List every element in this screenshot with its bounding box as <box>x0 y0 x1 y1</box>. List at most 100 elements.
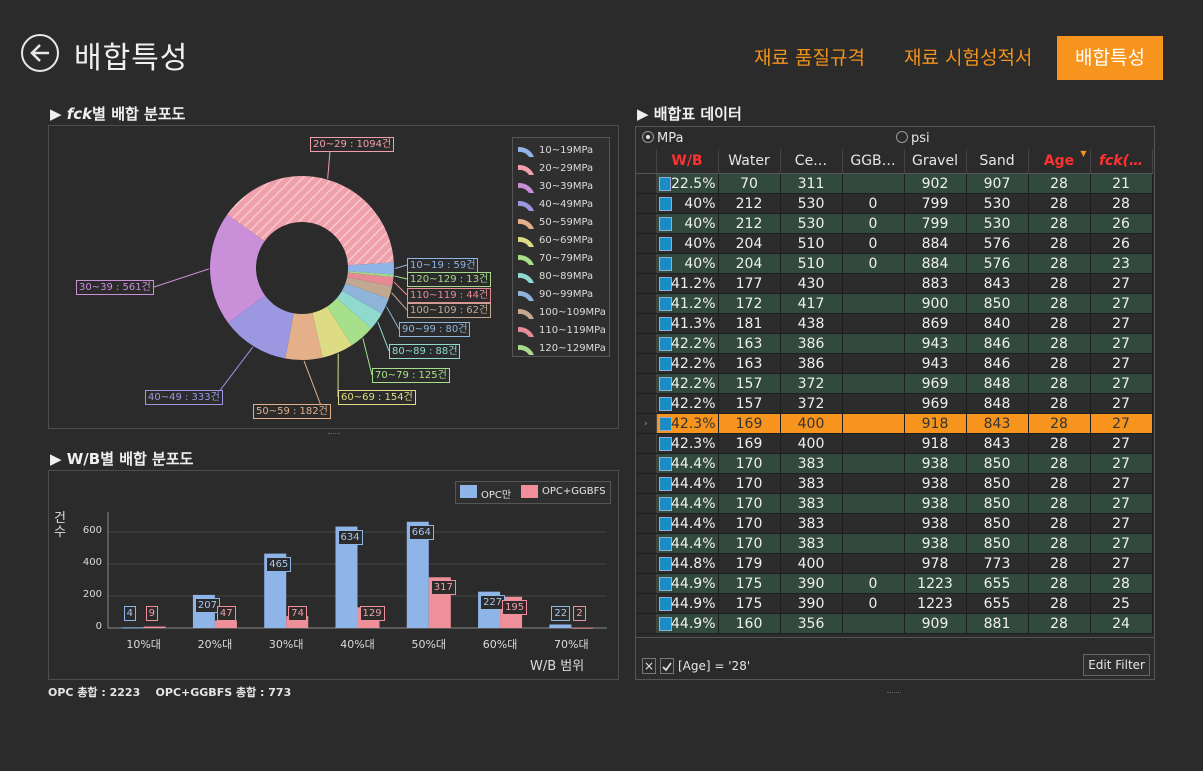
cell-cement[interactable]: 400 <box>780 433 843 454</box>
cell-water[interactable]: 212 <box>718 213 781 234</box>
row-indicator[interactable] <box>636 533 657 554</box>
cell-cement[interactable]: 510 <box>780 233 843 254</box>
cell-ggbfs[interactable] <box>842 293 905 314</box>
cell-ggbfs[interactable] <box>842 453 905 474</box>
cell-gravel[interactable]: 1223 <box>904 573 967 594</box>
cell-cement[interactable]: 383 <box>780 513 843 534</box>
cell-sand[interactable]: 843 <box>966 413 1029 434</box>
table-row[interactable]: 44.4% 170 383 938 850 28 27 <box>636 513 1153 534</box>
cell-wb[interactable]: 42.2% <box>656 393 719 414</box>
filter-enable-checkbox[interactable] <box>660 658 674 674</box>
cell-ggbfs[interactable] <box>842 353 905 374</box>
cell-cement[interactable]: 400 <box>780 413 843 434</box>
cell-gravel[interactable]: 969 <box>904 373 967 394</box>
row-indicator[interactable] <box>636 393 657 414</box>
cell-fck[interactable]: 21 <box>1090 173 1153 194</box>
cell-ggbfs[interactable]: 0 <box>842 573 905 594</box>
cell-cement[interactable]: 383 <box>780 533 843 554</box>
cell-fck[interactable]: 27 <box>1090 513 1153 534</box>
cell-sand[interactable]: 907 <box>966 173 1029 194</box>
cell-wb[interactable]: 44.4% <box>656 513 719 534</box>
cell-water[interactable]: 163 <box>718 353 781 374</box>
cell-water[interactable]: 204 <box>718 233 781 254</box>
cell-fck[interactable]: 27 <box>1090 533 1153 554</box>
row-indicator[interactable] <box>636 233 657 254</box>
bar-opc-3[interactable] <box>335 526 358 628</box>
cell-wb[interactable]: 44.4% <box>656 453 719 474</box>
cell-wb[interactable]: 40% <box>656 233 719 254</box>
cell-wb[interactable]: 40% <box>656 213 719 234</box>
cell-wb[interactable]: 41.2% <box>656 273 719 294</box>
donut-slice-40~49[interactable] <box>228 295 294 359</box>
cell-water[interactable]: 175 <box>718 593 781 614</box>
table-row[interactable]: 40% 212 530 0 799 530 28 28 <box>636 193 1153 214</box>
cell-gravel[interactable]: 869 <box>904 313 967 334</box>
cell-cement[interactable]: 386 <box>780 333 843 354</box>
cell-cement[interactable]: 530 <box>780 213 843 234</box>
row-indicator[interactable] <box>636 473 657 494</box>
row-indicator[interactable] <box>636 313 657 334</box>
cell-sand[interactable]: 840 <box>966 313 1029 334</box>
table-row[interactable]: 42.2% 163 386 943 846 28 27 <box>636 353 1153 374</box>
cell-sand[interactable]: 881 <box>966 613 1029 634</box>
bar-opc-0[interactable] <box>121 627 144 629</box>
cell-ggbfs[interactable]: 0 <box>842 233 905 254</box>
row-indicator[interactable]: › <box>636 413 657 434</box>
cell-wb[interactable]: 44.8% <box>656 553 719 574</box>
cell-gravel[interactable]: 938 <box>904 513 967 534</box>
table-row[interactable]: 44.9% 160 356 909 881 28 24 <box>636 613 1153 634</box>
cell-gravel[interactable]: 884 <box>904 233 967 254</box>
cell-ggbfs[interactable] <box>842 533 905 554</box>
cell-age[interactable]: 28 <box>1028 473 1091 494</box>
cell-water[interactable]: 170 <box>718 453 781 474</box>
row-indicator[interactable] <box>636 573 657 594</box>
column-header-ggbfs[interactable]: GGB… <box>842 149 905 174</box>
cell-age[interactable]: 28 <box>1028 353 1091 374</box>
cell-sand[interactable]: 850 <box>966 473 1029 494</box>
cell-sand[interactable]: 530 <box>966 213 1029 234</box>
cell-fck[interactable]: 23 <box>1090 253 1153 274</box>
table-row[interactable]: › 42.3% 169 400 918 843 28 27 <box>636 413 1153 434</box>
cell-gravel[interactable]: 884 <box>904 253 967 274</box>
donut-slice-90~99[interactable] <box>341 283 389 314</box>
cell-gravel[interactable]: 902 <box>904 173 967 194</box>
cell-ggbfs[interactable] <box>842 613 905 634</box>
donut-slice-120~129[interactable] <box>347 271 394 278</box>
cell-sand[interactable]: 843 <box>966 273 1029 294</box>
column-header-water[interactable]: Water <box>718 149 781 174</box>
cell-ggbfs[interactable] <box>842 473 905 494</box>
table-row[interactable]: 22.5% 70 311 902 907 28 21 <box>636 173 1153 194</box>
cell-sand[interactable]: 576 <box>966 253 1029 274</box>
column-header-cement[interactable]: Ce… <box>780 149 843 174</box>
cell-ggbfs[interactable]: 0 <box>842 213 905 234</box>
cell-cement[interactable]: 383 <box>780 453 843 474</box>
cell-cement[interactable]: 390 <box>780 573 843 594</box>
cell-wb[interactable]: 42.3% <box>656 433 719 454</box>
row-indicator[interactable] <box>636 353 657 374</box>
bar-opc-ggbfs-1[interactable] <box>214 620 237 628</box>
cell-gravel[interactable]: 943 <box>904 333 967 354</box>
cell-cement[interactable]: 311 <box>780 173 843 194</box>
cell-sand[interactable]: 576 <box>966 233 1029 254</box>
table-row[interactable]: 44.9% 175 390 0 1223 655 28 28 <box>636 573 1153 594</box>
cell-sand[interactable]: 530 <box>966 193 1029 214</box>
bar-opc-ggbfs-2[interactable] <box>286 616 309 628</box>
column-header-wb[interactable]: W/B <box>656 149 719 174</box>
bar-opc-ggbfs-6[interactable] <box>571 627 594 629</box>
table-row[interactable]: 41.2% 177 430 883 843 28 27 <box>636 273 1153 294</box>
donut-slice-100~109[interactable] <box>345 277 393 299</box>
cell-ggbfs[interactable]: 0 <box>842 253 905 274</box>
cell-cement[interactable]: 400 <box>780 553 843 574</box>
cell-wb[interactable]: 44.4% <box>656 493 719 514</box>
cell-fck[interactable]: 25 <box>1090 593 1153 614</box>
cell-fck[interactable]: 27 <box>1090 553 1153 574</box>
cell-fck[interactable]: 27 <box>1090 413 1153 434</box>
cell-fck[interactable]: 27 <box>1090 493 1153 514</box>
cell-water[interactable]: 170 <box>718 473 781 494</box>
table-row[interactable]: 44.4% 170 383 938 850 28 27 <box>636 453 1153 474</box>
cell-fck[interactable]: 27 <box>1090 333 1153 354</box>
cell-water[interactable]: 160 <box>718 613 781 634</box>
row-indicator[interactable] <box>636 253 657 274</box>
cell-wb[interactable]: 41.2% <box>656 293 719 314</box>
cell-water[interactable]: 169 <box>718 413 781 434</box>
